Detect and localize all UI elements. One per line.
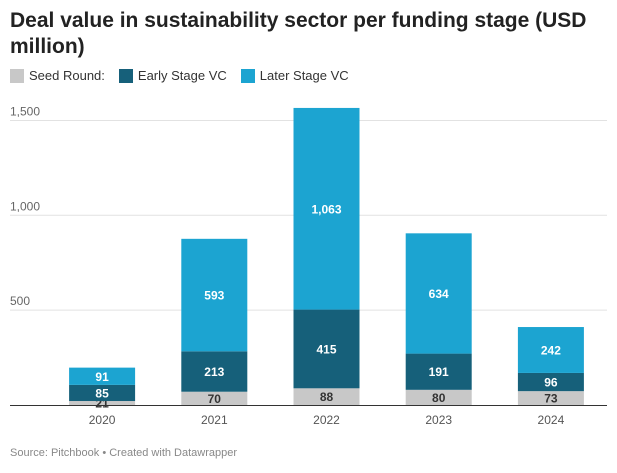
legend: Seed Round: Early Stage VC Later Stage V… xyxy=(10,68,363,83)
data-label-2024-series-0: 73 xyxy=(544,392,558,406)
y-tick-label-1500: 1,500 xyxy=(10,104,40,118)
bar-2020-series-1 xyxy=(69,384,136,402)
bar-2021-series-2 xyxy=(181,238,248,352)
x-tick-label-2020: 2020 xyxy=(89,413,116,427)
data-label-2022-series-1: 415 xyxy=(316,342,336,356)
data-label-2023-series-0: 80 xyxy=(432,391,446,405)
legend-label-later-stage-vc: Later Stage VC xyxy=(259,68,349,83)
chart-title: Deal value in sustainability sector per … xyxy=(10,9,587,58)
bar-2024-series-0 xyxy=(517,391,584,405)
data-label-2024-series-1: 96 xyxy=(544,376,558,390)
bar-2022-series-2 xyxy=(293,107,360,310)
bar-2020-series-0 xyxy=(69,401,136,405)
data-label-2021-series-2: 593 xyxy=(204,289,224,303)
legend-item-seed-round: Seed Round: xyxy=(10,68,105,83)
x-tick-label-2022: 2022 xyxy=(313,413,340,427)
data-label-2024-series-2: 242 xyxy=(541,343,561,357)
bar-2023-series-0 xyxy=(405,389,472,405)
data-label-2020-series-1: 85 xyxy=(95,386,109,400)
data-label-2022-series-0: 88 xyxy=(320,390,334,404)
bar-2021-series-1 xyxy=(181,351,248,392)
data-label-2022-series-2: 1,063 xyxy=(311,202,341,216)
bar-2022-series-1 xyxy=(293,309,360,389)
bar-2024-series-1 xyxy=(517,372,584,392)
y-tick-label-500: 500 xyxy=(10,294,30,308)
bar-2024-series-2 xyxy=(517,327,584,373)
x-tick-label-2023: 2023 xyxy=(425,413,452,427)
source-note: Source: Pitchbook • Created with Datawra… xyxy=(10,447,238,459)
data-label-2023-series-2: 634 xyxy=(429,287,449,301)
chart-plot-area: 5001,0001,500218591202070213593202188415… xyxy=(10,104,607,427)
x-tick-label-2024: 2024 xyxy=(538,413,565,427)
bar-2020-series-2 xyxy=(69,367,136,385)
legend-swatch-later-stage-vc xyxy=(240,68,255,83)
data-label-2021-series-0: 70 xyxy=(208,392,222,406)
x-tick-label-2021: 2021 xyxy=(201,413,228,427)
legend-swatch-early-stage-vc xyxy=(118,68,133,83)
legend-item-later-stage-vc: Later Stage VC xyxy=(240,68,349,83)
bar-2021-series-0 xyxy=(181,391,248,405)
bar-2023-series-2 xyxy=(405,233,472,354)
y-tick-label-1000: 1,000 xyxy=(10,199,40,213)
legend-label-seed-round: Seed Round: xyxy=(29,68,105,83)
legend-label-early-stage-vc: Early Stage VC xyxy=(137,68,227,83)
legend-item-early-stage-vc: Early Stage VC xyxy=(118,68,227,83)
bar-2022-series-0 xyxy=(293,388,360,405)
data-label-2023-series-1: 191 xyxy=(429,365,449,379)
data-label-2021-series-1: 213 xyxy=(204,365,224,379)
bar-2023-series-1 xyxy=(405,353,472,390)
legend-swatch-seed-round xyxy=(10,68,24,83)
data-label-2020-series-2: 91 xyxy=(95,370,109,384)
